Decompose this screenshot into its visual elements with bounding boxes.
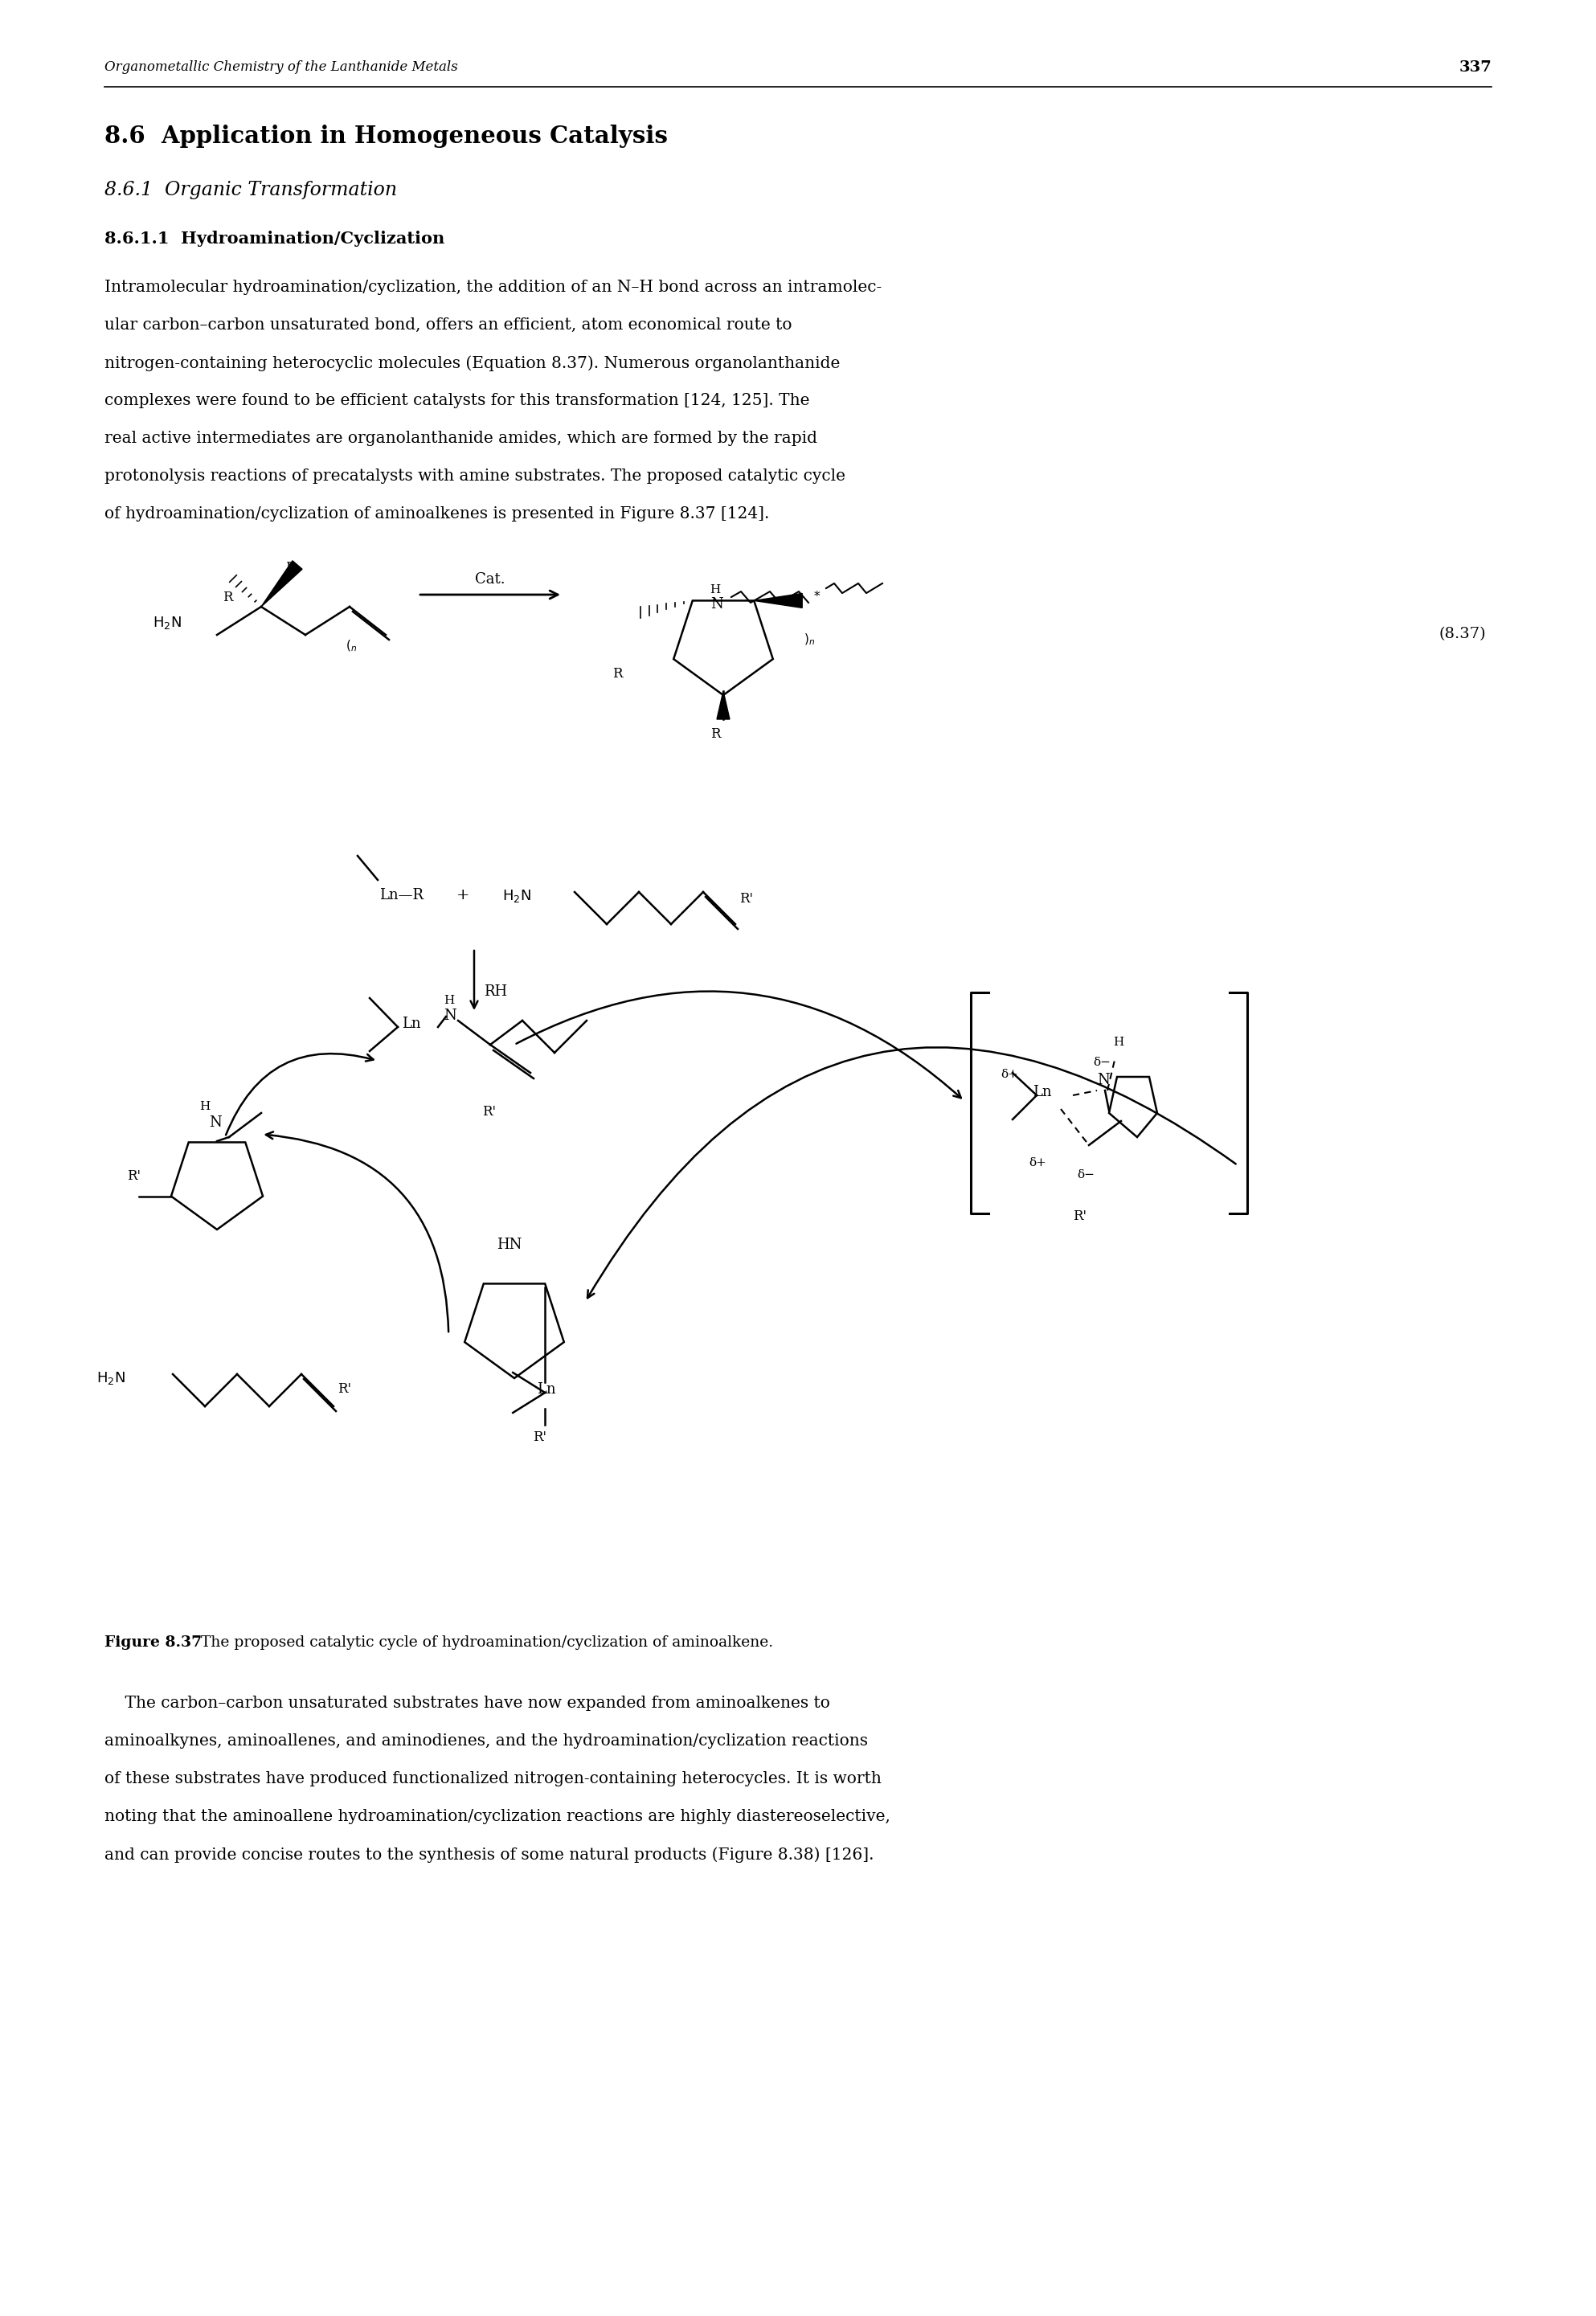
- Text: Organometallic Chemistry of the Lanthanide Metals: Organometallic Chemistry of the Lanthani…: [104, 60, 458, 74]
- Text: $\mathsf{H_2N}$: $\mathsf{H_2N}$: [153, 614, 182, 630]
- Text: H: H: [200, 1100, 211, 1112]
- Text: δ−: δ−: [1077, 1170, 1095, 1181]
- Text: R: R: [613, 667, 622, 681]
- Text: 337: 337: [1459, 60, 1492, 74]
- Text: complexes were found to be efficient catalysts for this transformation [124, 125: complexes were found to be efficient cat…: [104, 394, 809, 408]
- Text: (8.37): (8.37): [1440, 628, 1486, 642]
- Text: N: N: [209, 1116, 222, 1130]
- Text: +: +: [456, 887, 469, 903]
- Text: $\mathsf{H_2N}$: $\mathsf{H_2N}$: [96, 1371, 126, 1387]
- Polygon shape: [717, 690, 729, 720]
- Text: R: R: [286, 560, 295, 574]
- Text: 8.6.1.1  Hydroamination/Cyclization: 8.6.1.1 Hydroamination/Cyclization: [104, 232, 445, 248]
- Text: R: R: [710, 727, 720, 741]
- Text: The carbon–carbon unsaturated substrates have now expanded from aminoalkenes to: The carbon–carbon unsaturated substrates…: [104, 1695, 830, 1712]
- Text: δ+: δ+: [1029, 1158, 1047, 1170]
- Text: protonolysis reactions of precatalysts with amine substrates. The proposed catal: protonolysis reactions of precatalysts w…: [104, 468, 846, 484]
- Text: R: R: [222, 591, 233, 604]
- Text: δ−: δ−: [1093, 1056, 1111, 1068]
- Text: and can provide concise routes to the synthesis of some natural products (Figure: and can provide concise routes to the sy…: [104, 1846, 875, 1862]
- Text: ular carbon–carbon unsaturated bond, offers an efficient, atom economical route : ular carbon–carbon unsaturated bond, off…: [104, 317, 792, 334]
- Text: aminoalkynes, aminoallenes, and aminodienes, and the hydroamination/cyclization : aminoalkynes, aminoallenes, and aminodie…: [104, 1732, 868, 1749]
- Text: of hydroamination/cyclization of aminoalkenes is presented in Figure 8.37 [124].: of hydroamination/cyclization of aminoal…: [104, 507, 769, 521]
- Text: N: N: [710, 598, 723, 611]
- Text: The proposed catalytic cycle of hydroamination/cyclization of aminoalkene.: The proposed catalytic cycle of hydroami…: [192, 1635, 772, 1649]
- Text: Ln: Ln: [536, 1383, 555, 1397]
- Text: *: *: [814, 591, 820, 602]
- Polygon shape: [262, 560, 302, 607]
- Text: R': R': [482, 1105, 496, 1119]
- Text: 8.6  Application in Homogeneous Catalysis: 8.6 Application in Homogeneous Catalysis: [104, 125, 667, 148]
- Text: Figure 8.37: Figure 8.37: [104, 1635, 201, 1649]
- Text: H: H: [710, 584, 720, 595]
- Text: R': R': [128, 1170, 140, 1183]
- Text: H: H: [444, 996, 455, 1005]
- Text: $)_n$: $)_n$: [804, 632, 816, 646]
- Text: HN: HN: [496, 1237, 522, 1253]
- Text: R': R': [1073, 1209, 1087, 1223]
- Text: nitrogen-containing heterocyclic molecules (Equation 8.37). Numerous organolanth: nitrogen-containing heterocyclic molecul…: [104, 354, 839, 371]
- Text: R': R': [739, 892, 753, 906]
- Text: Ln—R: Ln—R: [380, 887, 423, 903]
- Text: $\mathsf{(}_{n}$: $\mathsf{(}_{n}$: [346, 639, 358, 653]
- Text: Intramolecular hydroamination/cyclization, the addition of an N–H bond across an: Intramolecular hydroamination/cyclizatio…: [104, 280, 881, 294]
- Text: 8.6.1  Organic Transformation: 8.6.1 Organic Transformation: [104, 181, 397, 199]
- Polygon shape: [753, 593, 803, 607]
- Text: R': R': [533, 1431, 547, 1445]
- Text: N: N: [1096, 1072, 1109, 1086]
- Text: of these substrates have produced functionalized nitrogen-containing heterocycle: of these substrates have produced functi…: [104, 1772, 881, 1786]
- Text: δ+: δ+: [1001, 1068, 1018, 1079]
- Text: noting that the aminoallene hydroamination/cyclization reactions are highly dias: noting that the aminoallene hydroaminati…: [104, 1809, 891, 1825]
- Text: N: N: [444, 1007, 456, 1024]
- Text: Ln: Ln: [1033, 1084, 1052, 1100]
- Text: Ln: Ln: [402, 1017, 421, 1031]
- Text: $\mathsf{H_2N}$: $\mathsf{H_2N}$: [503, 887, 531, 903]
- Text: real active intermediates are organolanthanide amides, which are formed by the r: real active intermediates are organolant…: [104, 431, 817, 447]
- Text: H: H: [1112, 1038, 1124, 1047]
- Text: RH: RH: [484, 984, 508, 998]
- Text: Cat.: Cat.: [476, 572, 506, 586]
- Text: R': R': [337, 1383, 351, 1397]
